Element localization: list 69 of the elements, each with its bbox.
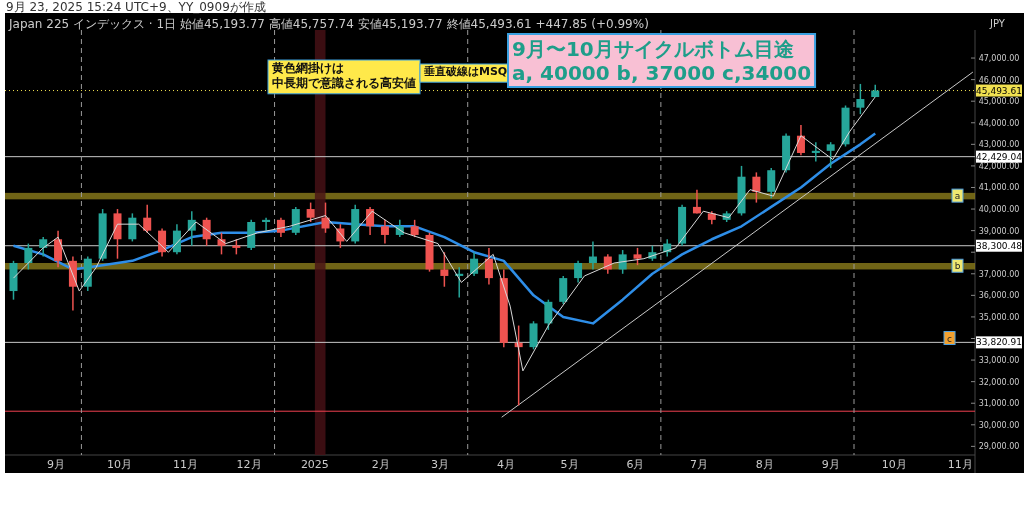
y-tick-label: 33,000.00: [978, 356, 1020, 366]
annotation: a, 40000 b, 37000 c,34000: [512, 61, 812, 85]
candlestick: [380, 219, 389, 245]
y-tick-label: 31,000.00: [978, 399, 1020, 409]
candlestick: [143, 204, 152, 234]
y-tick-label: 29,000.00: [978, 442, 1020, 452]
candlestick: [811, 141, 820, 163]
candlestick: [291, 206, 300, 236]
annotation: 垂直破線はMSQ: [423, 65, 508, 79]
candlestick: [306, 201, 315, 223]
y-tick-label: 43,000.00: [978, 140, 1020, 150]
x-tick-label: 2月: [371, 458, 390, 471]
ref-line-label: 38,300.48: [976, 240, 1023, 251]
x-tick-label: 5月: [560, 458, 579, 471]
candlestick: [158, 227, 167, 258]
x-tick-label: 11月: [172, 458, 198, 471]
annotation: 9月〜10月サイクルボトム目途: [512, 37, 794, 61]
y-tick-label: 42,000.00: [978, 161, 1020, 171]
y-tick-label: 41,000.00: [978, 183, 1020, 193]
x-tick-label: 9月: [821, 458, 840, 471]
x-tick-label: 2025: [300, 458, 329, 471]
y-tick-label: 35,000.00: [978, 312, 1020, 322]
x-tick-label: 12月: [236, 458, 262, 471]
candlestick: [544, 298, 553, 331]
x-tick-label: 10月: [107, 458, 133, 471]
x-tick-label: 9月: [46, 458, 65, 471]
candlestick: [39, 236, 48, 258]
candlestick: [202, 216, 211, 247]
candlestick: [559, 275, 568, 305]
y-tick-label: 44,000.00: [978, 118, 1020, 128]
candlestick: [752, 171, 761, 204]
y-axis-title: JPY: [989, 18, 1006, 29]
x-tick-label: 10月: [881, 458, 907, 471]
band-label: a: [954, 191, 961, 202]
ref-line-label: 42,429.04: [976, 151, 1023, 162]
candlestick: [588, 240, 597, 271]
candlestick: [440, 251, 449, 288]
y-tick-label: 37,000.00: [978, 269, 1020, 279]
candlestick: [826, 141, 835, 169]
x-tick-label: 11月: [947, 458, 973, 471]
x-tick-label: 8月: [755, 458, 774, 471]
candlestick: [529, 320, 538, 351]
y-tick-label: 46,000.00: [978, 75, 1020, 85]
chart-subtitle: 9月 23, 2025 15:24 UTC+9、YY_0909が作成: [6, 0, 266, 14]
band-label: b: [954, 261, 961, 272]
candlestick: [484, 247, 493, 286]
ref-line-label: 45,493.61: [976, 85, 1022, 96]
x-tick-label: 4月: [496, 458, 515, 471]
annotation: c: [947, 333, 953, 344]
y-tick-label: 39,000.00: [978, 226, 1020, 236]
annotation: 黄色網掛けは中長期で意識される高安値: [271, 61, 416, 90]
y-tick-label: 47,000.00: [978, 54, 1020, 64]
chart-title: Japan 225 インデックス · 1日 始値45,193.77 高値45,757.74 安値45,193.77 終値45,493.61 +447.85 (+0.99%): [8, 17, 649, 31]
candlestick: [24, 242, 33, 271]
y-tick-label: 40,000.00: [978, 205, 1020, 215]
candlestick: [262, 216, 271, 232]
y-tick-label: 45,000.00: [978, 97, 1020, 107]
x-tick-label: 6月: [626, 458, 645, 471]
y-tick-label: 32,000.00: [978, 377, 1020, 387]
x-tick-label: 3月: [431, 458, 450, 471]
candlestick: [128, 212, 137, 243]
y-tick-label: 36,000.00: [978, 291, 1020, 301]
y-tick-label: 30,000.00: [978, 420, 1020, 430]
x-tick-label: 7月: [690, 458, 709, 471]
candlestick: [54, 229, 63, 269]
candlestick: [767, 167, 776, 200]
candlestick: [856, 83, 865, 115]
ref-line-label: 33,820.91: [976, 337, 1022, 348]
candlestick: [574, 260, 583, 284]
